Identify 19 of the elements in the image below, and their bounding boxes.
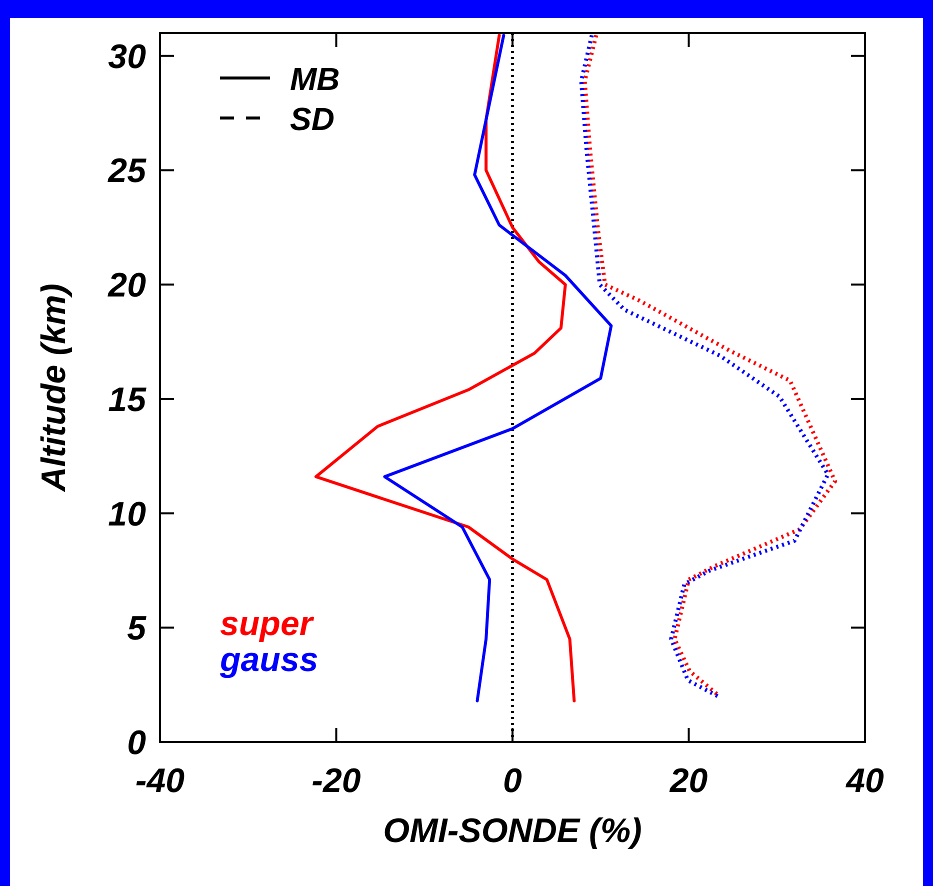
text: super — [220, 605, 314, 643]
annotation: MB — [290, 61, 340, 97]
line-series — [383, 34, 613, 702]
y-tick-label: 0 — [127, 724, 146, 762]
y-tick-label: 10 — [108, 495, 146, 534]
y-axis-title: Altitude (km) — [35, 284, 73, 492]
x-axis-title: OMI-SONDE (%) — [383, 812, 642, 850]
y-tick-label: 30 — [108, 38, 146, 76]
x-tick-label: 0 — [503, 762, 522, 800]
annotation: SD — [290, 101, 334, 137]
text: gauss — [219, 641, 318, 679]
y-tick-label: 5 — [127, 610, 148, 648]
y-tick-label: 15 — [108, 380, 148, 419]
x-tick-label: -20 — [312, 762, 361, 800]
x-tick-label: 20 — [668, 762, 708, 800]
x-tick-label: 40 — [845, 762, 884, 800]
x-tick-label: -40 — [135, 762, 185, 800]
y-tick-label: 20 — [107, 266, 146, 305]
y-tick-label: 25 — [107, 152, 148, 190]
